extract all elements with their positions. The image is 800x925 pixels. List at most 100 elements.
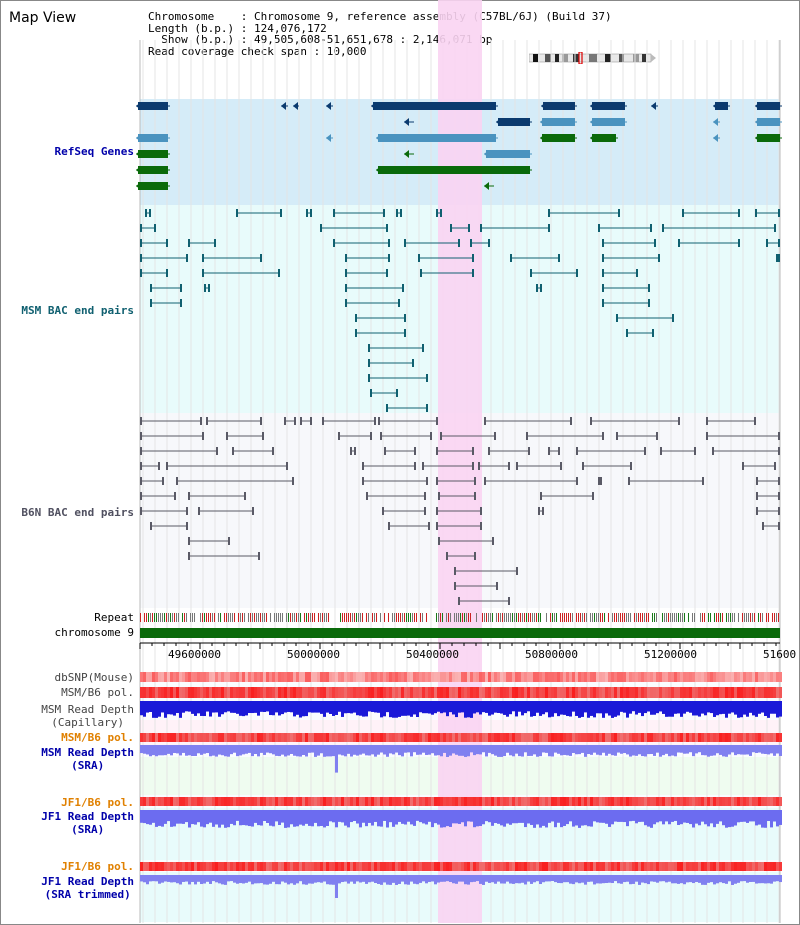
- bac-end-left: [712, 447, 714, 455]
- bac-end-left: [756, 507, 758, 515]
- gene-exon: [378, 134, 496, 142]
- bac-end-left: [756, 492, 758, 500]
- gene-arrow: [326, 102, 331, 110]
- bac-end-right: [592, 492, 594, 500]
- bac-end-right: [272, 447, 274, 455]
- gene-exon: [373, 102, 496, 110]
- bac-end-right: [424, 507, 426, 515]
- bac-end-left: [440, 432, 442, 440]
- axis-tick-label: 49600000: [168, 648, 221, 661]
- bac-end-left: [236, 209, 238, 217]
- label-msm-b6-pol-sra: MSM/B6 pol.: [61, 731, 134, 744]
- bac-end-right: [472, 269, 474, 277]
- bac-end-left: [458, 597, 460, 605]
- bac-end-left: [370, 389, 372, 397]
- gene-arrow: [376, 134, 381, 142]
- bac-end-right: [228, 537, 230, 545]
- bac-end-left: [362, 477, 364, 485]
- refseq-genes[interactable]: [136, 102, 782, 190]
- chromosome-ideogram[interactable]: [529, 52, 657, 64]
- bac-end-right: [672, 314, 674, 322]
- bac-end-right: [430, 432, 432, 440]
- bac-end-left: [338, 432, 340, 440]
- bac-end-right: [774, 462, 776, 470]
- bac-end-left: [540, 492, 542, 500]
- bac-end-right: [436, 417, 438, 425]
- bac-end-right: [508, 462, 510, 470]
- bac-end-left: [436, 477, 438, 485]
- bac-end-right: [216, 447, 218, 455]
- bac-end-left: [446, 552, 448, 560]
- bac-end-right: [440, 209, 442, 217]
- bac-end-left: [140, 462, 142, 470]
- bac-end-left: [602, 269, 604, 277]
- gene-arrow: [540, 118, 545, 126]
- bac-end-left: [510, 254, 512, 262]
- bac-end-right: [286, 462, 288, 470]
- bac-end-right: [754, 417, 756, 425]
- bac-end-left: [368, 344, 370, 352]
- label-msm-depth-cap: MSM Read Depth (Capillary): [41, 703, 134, 729]
- bac-end-left: [382, 507, 384, 515]
- bac-end-left: [368, 374, 370, 382]
- bac-end-right: [738, 239, 740, 247]
- label-chromosome: chromosome 9: [54, 626, 134, 639]
- bac-end-left: [436, 507, 438, 515]
- bac-end-right: [474, 552, 476, 560]
- bac-end-left: [396, 209, 398, 217]
- gene-arrow: [590, 102, 595, 110]
- bac-end-right: [778, 477, 780, 485]
- gene-arrow: [590, 134, 595, 142]
- label-jf1-depth: JF1 Read Depth (SRA): [41, 810, 134, 836]
- bac-end-right: [158, 462, 160, 470]
- bac-end-left: [766, 239, 768, 247]
- bac-end-left: [188, 492, 190, 500]
- bac-end-right: [778, 432, 780, 440]
- bac-end-right: [474, 492, 476, 500]
- bac-end-right: [426, 477, 428, 485]
- polymorphism-heat-tracks: [140, 672, 782, 871]
- bac-end-right: [472, 462, 474, 470]
- bac-end-left: [198, 507, 200, 515]
- bac-end-left: [206, 417, 208, 425]
- bac-end-left: [616, 314, 618, 322]
- bac-end-right: [262, 432, 264, 440]
- bac-end-right: [244, 492, 246, 500]
- msm-bac-pairs[interactable]: [140, 209, 780, 412]
- bac-end-left: [626, 329, 628, 337]
- gene-exon: [138, 166, 168, 174]
- bac-end-right: [422, 344, 424, 352]
- b6n-bac-pairs[interactable]: [140, 417, 780, 605]
- bac-end-left: [602, 239, 604, 247]
- bac-end-left: [530, 269, 532, 277]
- info-length: Length (b.p.) : 124,076,172: [148, 21, 327, 35]
- bac-end-left: [188, 537, 190, 545]
- bac-end-left: [590, 417, 592, 425]
- bac-end-right: [396, 389, 398, 397]
- label-b6n-bac: B6N BAC end pairs: [21, 506, 134, 519]
- bac-end-left: [140, 239, 142, 247]
- label-repeat: Repeat: [94, 611, 134, 624]
- selected-region-highlight[interactable]: [438, 0, 482, 923]
- bac-end-left: [484, 477, 486, 485]
- bac-end-right: [472, 447, 474, 455]
- gene-exon: [715, 102, 728, 110]
- gene-exon: [592, 102, 625, 110]
- gene-exon: [757, 118, 780, 126]
- bac-end-right: [388, 254, 390, 262]
- bac-end-right: [186, 254, 188, 262]
- gene-exon: [138, 150, 168, 158]
- bac-end-left: [176, 477, 178, 485]
- bac-end-left: [306, 209, 308, 217]
- gene-arrow: [484, 150, 489, 158]
- bac-end-right: [600, 477, 602, 485]
- gene-exon: [543, 102, 575, 110]
- bac-end-right: [630, 462, 632, 470]
- repeat-track: [140, 613, 779, 622]
- bac-end-left: [660, 447, 662, 455]
- bac-end-right: [426, 404, 428, 412]
- bac-end-left: [548, 447, 550, 455]
- bac-end-left: [204, 284, 206, 292]
- bac-end-right: [280, 209, 282, 217]
